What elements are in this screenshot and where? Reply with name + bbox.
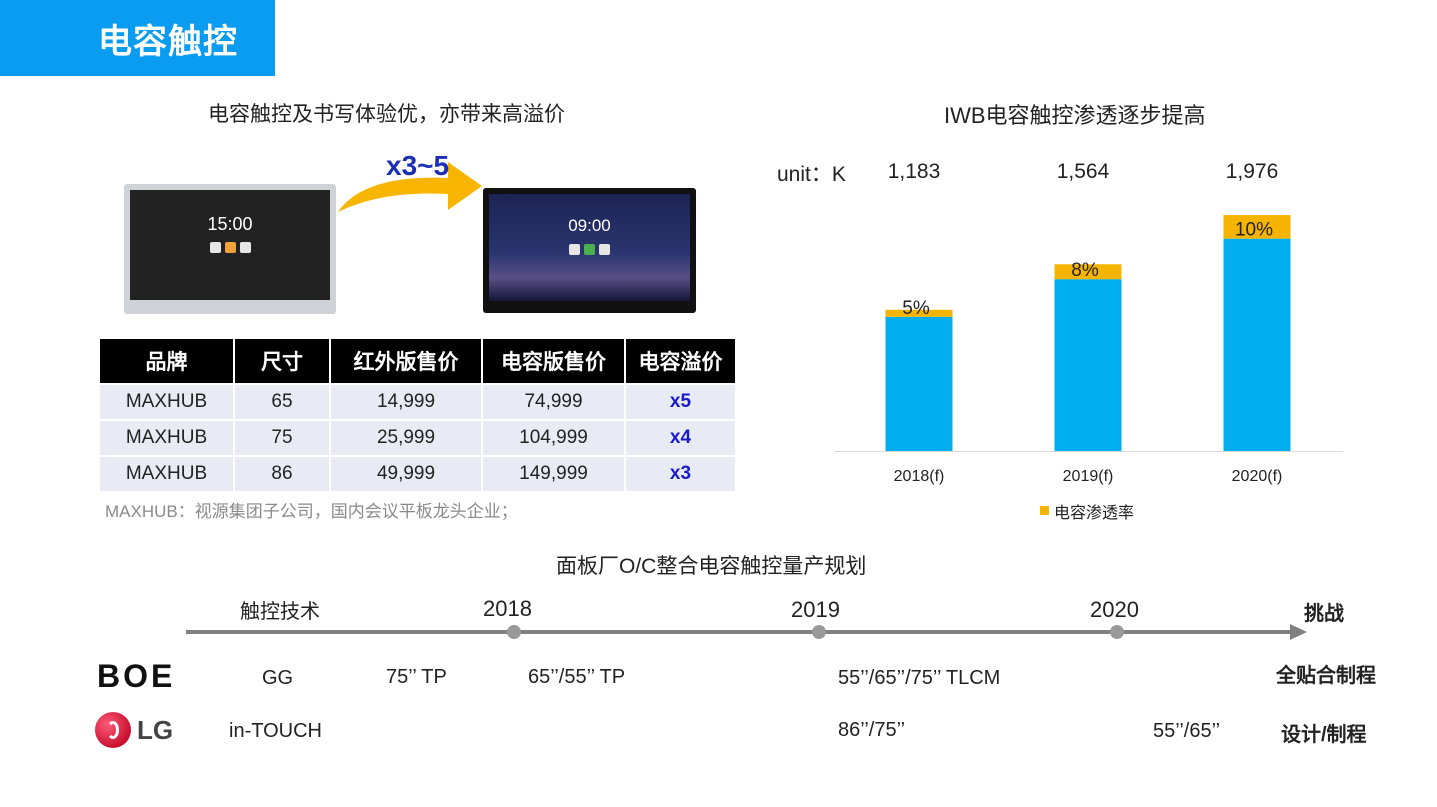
cell-brand: MAXHUB xyxy=(98,455,235,493)
header-capacitive-price: 电容版售价 xyxy=(481,337,626,385)
cell-premium: x4 xyxy=(624,419,737,457)
lg-item: 86’’/75’’ xyxy=(838,719,906,741)
chart-unit-label: unit：K xyxy=(777,163,846,186)
infrared-panel-image: 15:00 xyxy=(124,184,336,314)
title-bar xyxy=(0,0,275,76)
grid-app-icon xyxy=(239,242,251,253)
cell-premium: x5 xyxy=(624,383,737,421)
boe-item: 55’’/65’’/75’’ TLCM xyxy=(838,667,1001,689)
pen-app-icon xyxy=(569,244,580,255)
capacitive-panel-image: 09:00 xyxy=(483,188,696,313)
lg-challenge: 设计/制程 xyxy=(1281,724,1367,746)
header-infrared-price: 红外版售价 xyxy=(329,337,483,385)
year-2020: 2020 xyxy=(1090,597,1139,622)
lg-emblem-icon xyxy=(95,712,131,748)
pen-app-icon xyxy=(209,242,221,253)
table-row: MAXHUB 65 14,999 74,999 x5 xyxy=(98,383,737,421)
cell-brand: MAXHUB xyxy=(98,383,235,421)
cell-size: 75 xyxy=(233,419,331,457)
lg-item: 55’’/65’’ xyxy=(1153,720,1221,742)
cell-infrared-price: 25,999 xyxy=(329,419,483,457)
table-row: MAXHUB 75 25,999 104,999 x4 xyxy=(98,419,737,457)
boe-logo: BOE xyxy=(97,658,176,694)
header-brand: 品牌 xyxy=(98,337,235,385)
cell-infrared-price: 49,999 xyxy=(329,455,483,493)
cell-size: 86 xyxy=(233,455,331,493)
table-row: MAXHUB 86 49,999 149,999 x3 xyxy=(98,455,737,493)
cell-capacitive-price: 149,999 xyxy=(481,455,626,493)
header-size: 尺寸 xyxy=(233,337,331,385)
lg-tech: in-TOUCH xyxy=(229,720,322,742)
lg-logo: LG xyxy=(95,712,173,748)
cell-size: 65 xyxy=(233,383,331,421)
cell-brand: MAXHUB xyxy=(98,419,235,457)
boe-item: 75’’ TP xyxy=(386,666,447,688)
device-old-time: 15:00 xyxy=(207,214,253,234)
price-table: 品牌 尺寸 红外版售价 电容版售价 电容溢价 MAXHUB 65 14,999 … xyxy=(98,337,737,493)
challenge-header: 挑战 xyxy=(1304,603,1344,625)
chart-title: IWB电容触控渗透逐步提高 xyxy=(944,103,1206,128)
header-premium: 电容溢价 xyxy=(624,337,737,385)
cell-capacitive-price: 74,999 xyxy=(481,383,626,421)
cell-infrared-price: 14,999 xyxy=(329,383,483,421)
left-subtitle: 电容触控及书写体验优，亦带来高溢价 xyxy=(208,103,565,126)
table-header-row: 品牌 尺寸 红外版售价 电容版售价 电容溢价 xyxy=(98,337,737,385)
cell-premium: x3 xyxy=(624,455,737,493)
year-2019: 2019 xyxy=(791,597,840,622)
page-title: 电容触控 xyxy=(98,23,238,61)
timeline-title: 面板厂O/C整合电容触控量产规划 xyxy=(556,555,867,578)
video-app-icon xyxy=(599,244,610,255)
footnote: MAXHUB：视源集团子公司，国内会议平板龙头企业； xyxy=(105,502,518,521)
price-multiplier: x3~5 xyxy=(386,150,450,181)
lg-logo-text: LG xyxy=(137,714,174,745)
device-new-time: 09:00 xyxy=(568,216,611,235)
boe-challenge: 全贴合制程 xyxy=(1276,665,1376,687)
boe-item: 65’’/55’’ TP xyxy=(528,666,626,688)
tech-header: 触控技术 xyxy=(240,601,320,623)
growth-arrow-icon xyxy=(338,162,482,212)
year-2018: 2018 xyxy=(483,596,532,621)
cell-capacitive-price: 104,999 xyxy=(481,419,626,457)
whiteboard-app-icon xyxy=(224,242,236,253)
boe-tech: GG xyxy=(262,667,294,689)
whiteboard-app-icon xyxy=(584,244,595,255)
